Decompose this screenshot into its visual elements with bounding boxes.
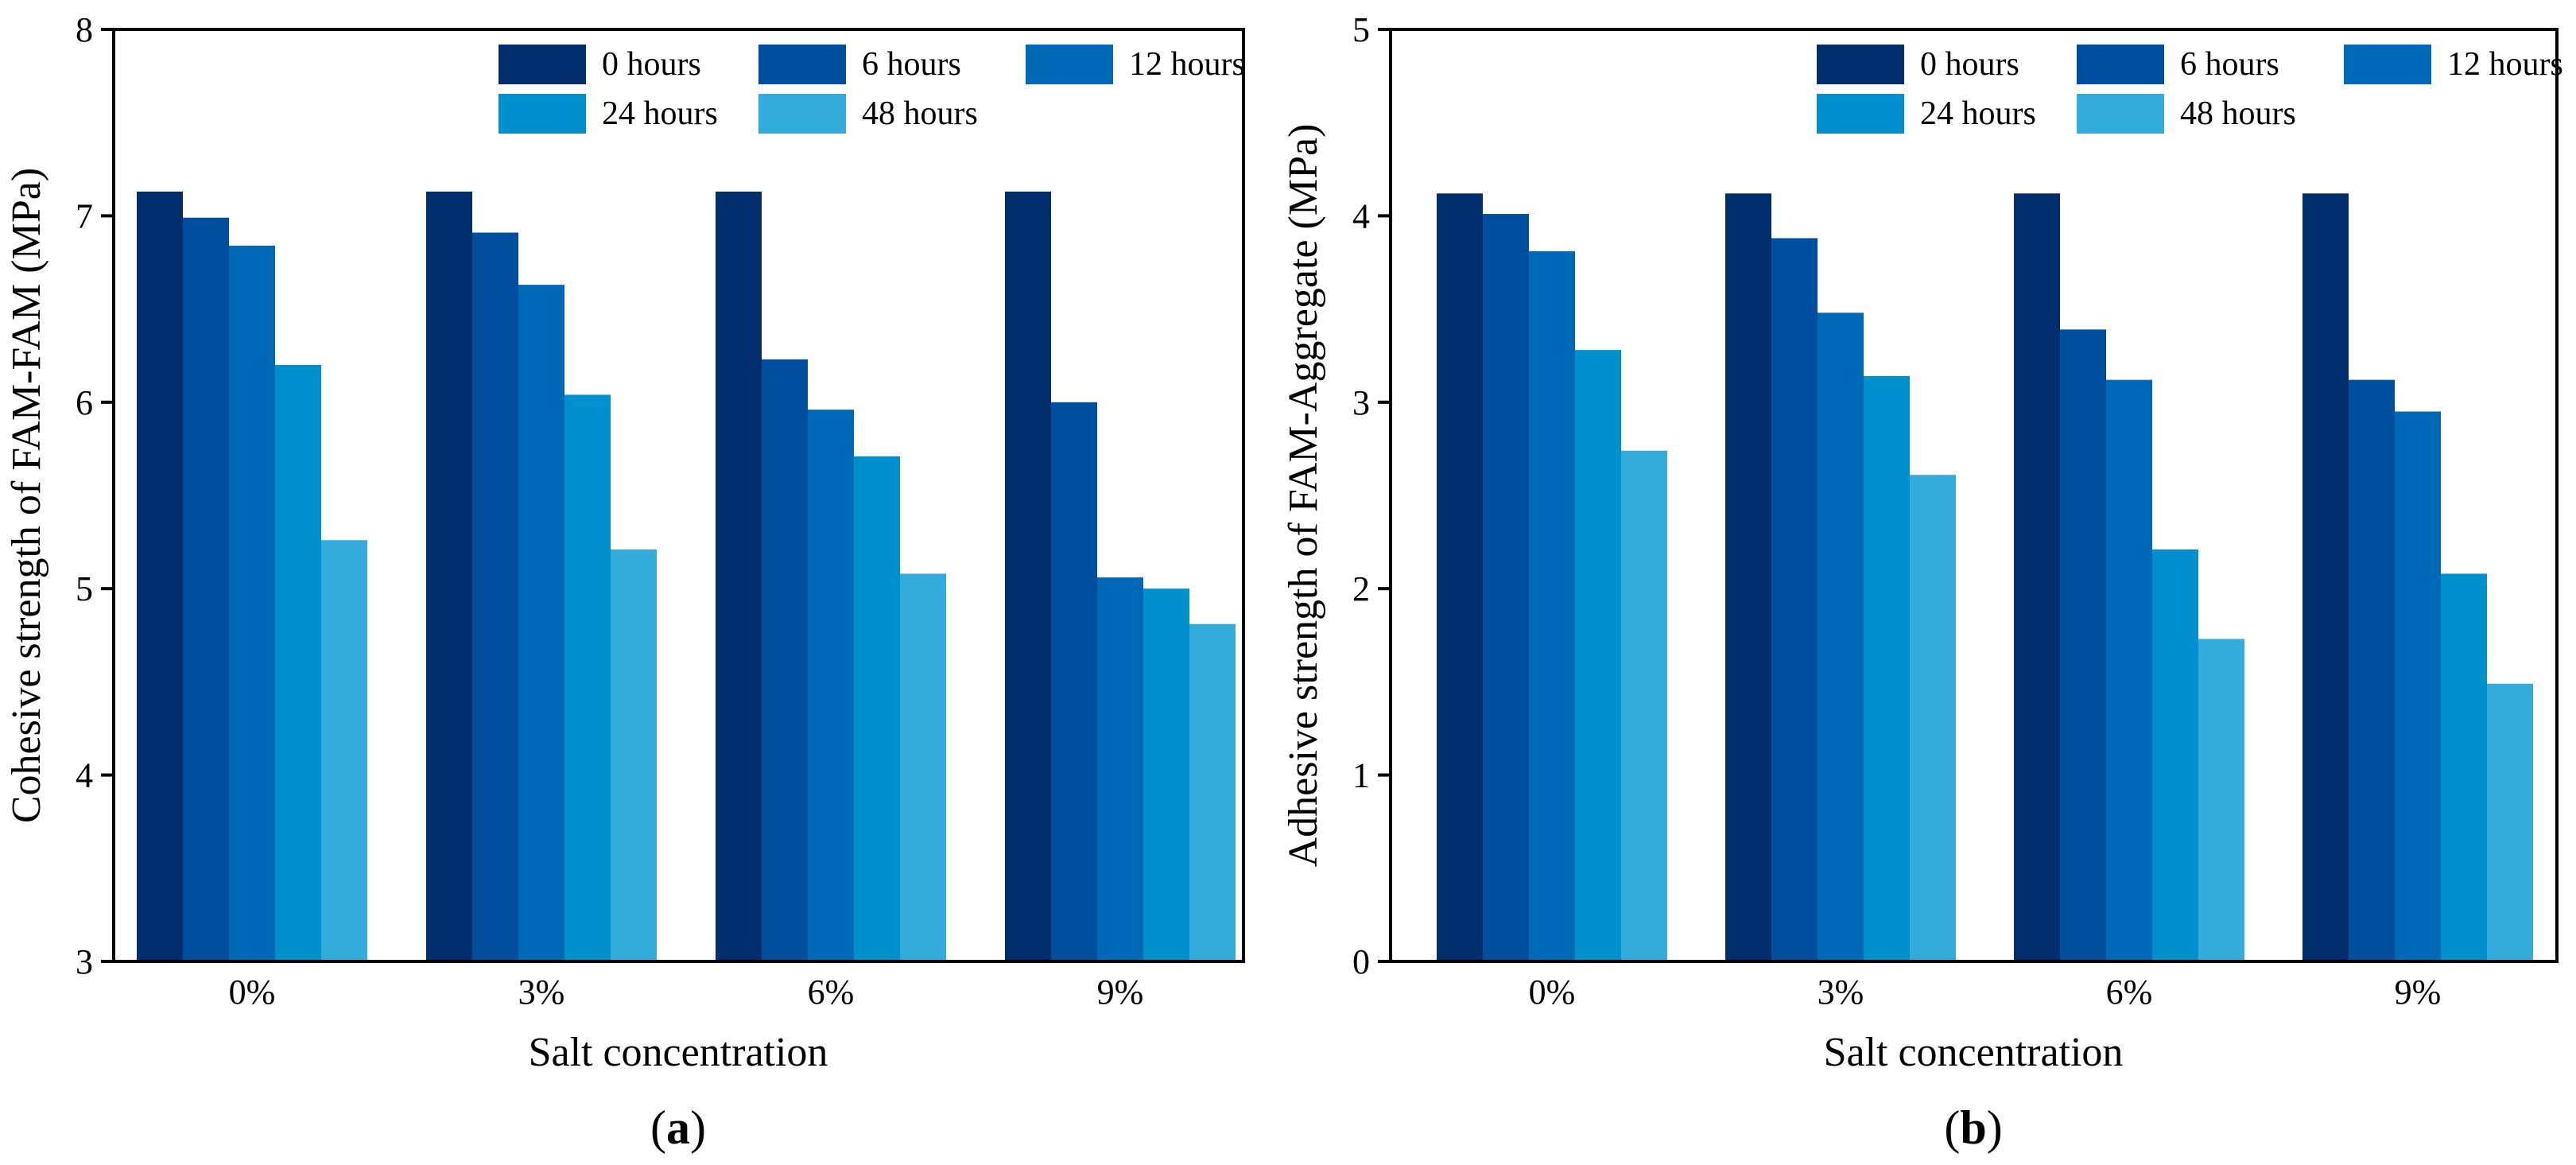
- plot-frame-a: [112, 28, 1245, 963]
- bar-b-6pct-24-hours: [2152, 549, 2198, 961]
- bar-a-6pct-6-hours: [762, 359, 808, 961]
- legend-swatch-a: [499, 45, 586, 84]
- y-tick-label-a: 4: [76, 756, 93, 795]
- bar-b-0pct-48-hours: [1621, 450, 1667, 961]
- bar-b-9pct-6-hours: [2349, 379, 2395, 961]
- y-tick-label-a: 8: [76, 10, 93, 49]
- x-tick-label-a: 0%: [229, 973, 276, 1012]
- y-tick-label-b: 4: [1352, 196, 1370, 235]
- bar-a-3pct-48-hours: [611, 549, 657, 961]
- bar-a-3pct-12-hours: [518, 285, 564, 961]
- legend-swatch-b: [1817, 45, 1904, 84]
- y-tick-label-a: 7: [76, 196, 93, 235]
- bar-b-9pct-48-hours: [2487, 683, 2533, 961]
- y-tick-label-b: 2: [1352, 569, 1370, 608]
- bar-a-3pct-0-hours: [426, 191, 472, 962]
- bar-a-9pct-12-hours: [1097, 577, 1143, 961]
- bar-a-6pct-48-hours: [900, 573, 946, 961]
- legend-swatch-a: [1026, 45, 1113, 84]
- bar-b-0pct-24-hours: [1575, 350, 1621, 962]
- y-tick-label-b: 3: [1352, 383, 1370, 422]
- y-ticks-b: 0 1 2 3 4 5: [1352, 10, 1391, 981]
- bar-b-9pct-12-hours: [2395, 411, 2441, 961]
- y-ticks-a: 3 4 5 6 7 8: [76, 10, 114, 981]
- bar-a-6pct-12-hours: [808, 410, 854, 961]
- legend-label-b: 12 hours: [2447, 46, 2563, 83]
- x-ticks-a: 0% 3% 6% 9%: [229, 973, 1144, 1012]
- x-ticks-b: 0% 3% 6% 9%: [1529, 973, 2442, 1012]
- panel-label-b: (b): [1944, 1101, 2002, 1154]
- bar-b-6pct-0-hours: [2014, 193, 2060, 962]
- x-tick-label-b: 3%: [1818, 973, 1864, 1012]
- bar-a-9pct-48-hours: [1189, 623, 1236, 961]
- bar-b-6pct-48-hours: [2198, 639, 2244, 961]
- bar-a-0pct-6-hours: [183, 217, 229, 961]
- legend-label-b: 6 hours: [2180, 46, 2279, 83]
- y-tick-label-a: 5: [76, 569, 93, 608]
- bar-b-9pct-0-hours: [2302, 193, 2349, 962]
- x-tick-label-a: 9%: [1097, 973, 1144, 1012]
- bar-a-3pct-6-hours: [472, 232, 518, 962]
- x-tick-label-b: 6%: [2106, 973, 2153, 1012]
- legend-swatch-b: [2344, 45, 2431, 84]
- bar-b-3pct-48-hours: [1910, 475, 1956, 961]
- x-tick-label-b: 0%: [1529, 973, 1576, 1012]
- legend-label-a: 48 hours: [862, 95, 978, 132]
- x-tick-label-b: 9%: [2395, 973, 2442, 1012]
- bar-a-0pct-0-hours: [137, 191, 183, 962]
- y-tick-label-b: 1: [1352, 756, 1370, 795]
- panel-b: 0 1 2 3 4 5 0% 3% 6% 9% 0 hours 6 hours 12 hours 24…: [1281, 10, 2563, 1154]
- legend-swatch-a: [499, 94, 586, 134]
- legend-label-b: 24 hours: [1920, 95, 2036, 132]
- legend-label-a: 0 hours: [602, 46, 701, 83]
- bar-b-9pct-24-hours: [2441, 573, 2487, 961]
- panel-label-a: (a): [650, 1101, 706, 1154]
- bar-a-9pct-24-hours: [1143, 588, 1189, 961]
- bars-group-b: [1437, 193, 2533, 962]
- bar-b-3pct-24-hours: [1864, 375, 1910, 961]
- bar-a-0pct-48-hours: [321, 540, 367, 961]
- y-tick-label-a: 6: [76, 383, 93, 422]
- y-tick-label-a: 3: [76, 942, 93, 981]
- x-tick-label-a: 6%: [808, 973, 855, 1012]
- bar-a-0pct-24-hours: [275, 364, 321, 961]
- panel-a: 3 4 5 6 7 8 0% 3% 6% 9% 0 hours 6 hours 12 hours 24…: [4, 10, 1245, 1154]
- bar-b-3pct-0-hours: [1725, 193, 1771, 962]
- legend-label-a: 12 hours: [1129, 46, 1245, 83]
- bar-b-6pct-12-hours: [2106, 379, 2152, 961]
- bar-a-9pct-6-hours: [1051, 402, 1097, 961]
- legend-swatch-b: [2077, 45, 2164, 84]
- y-tick-label-b: 5: [1352, 10, 1370, 49]
- legend-swatch-a: [758, 94, 846, 134]
- legend-swatch-b: [2077, 94, 2164, 134]
- legend-label-a: 24 hours: [602, 95, 718, 132]
- legend-label-a: 6 hours: [862, 46, 961, 83]
- legend-label-b: 0 hours: [1920, 46, 2019, 83]
- bar-a-6pct-0-hours: [716, 191, 762, 962]
- y-axis-title-b: Adhesive strength of FAM-Aggregate (MPa): [1281, 124, 1326, 868]
- bar-a-6pct-24-hours: [854, 456, 900, 961]
- bar-a-3pct-24-hours: [564, 394, 611, 961]
- bar-b-0pct-0-hours: [1437, 193, 1483, 962]
- legend-label-b: 48 hours: [2180, 95, 2296, 132]
- bar-b-0pct-6-hours: [1483, 214, 1529, 961]
- x-tick-label-a: 3%: [518, 973, 565, 1012]
- plot-frame-b: [1389, 28, 2559, 963]
- bar-a-9pct-0-hours: [1005, 191, 1051, 962]
- bar-b-3pct-12-hours: [1818, 313, 1864, 962]
- bars-group-a: [137, 191, 1236, 962]
- bar-a-0pct-12-hours: [229, 245, 275, 961]
- legend-swatch-b: [1817, 94, 1904, 134]
- y-tick-label-b: 0: [1352, 942, 1370, 981]
- bar-b-3pct-6-hours: [1771, 238, 1818, 961]
- x-axis-title-a: Salt concentration: [529, 1030, 828, 1075]
- bar-b-6pct-6-hours: [2060, 329, 2106, 961]
- legend-a: 0 hours 6 hours 12 hours 24 hours 48 hours: [499, 45, 1245, 134]
- y-axis-title-a: Cohesive strength of FAM-FAM (MPa): [4, 168, 49, 823]
- x-axis-title-b: Salt concentration: [1824, 1030, 2124, 1075]
- legend-b: 0 hours 6 hours 12 hours 24 hours 48 hours: [1817, 45, 2563, 134]
- legend-swatch-a: [758, 45, 846, 84]
- bar-b-0pct-12-hours: [1529, 250, 1575, 961]
